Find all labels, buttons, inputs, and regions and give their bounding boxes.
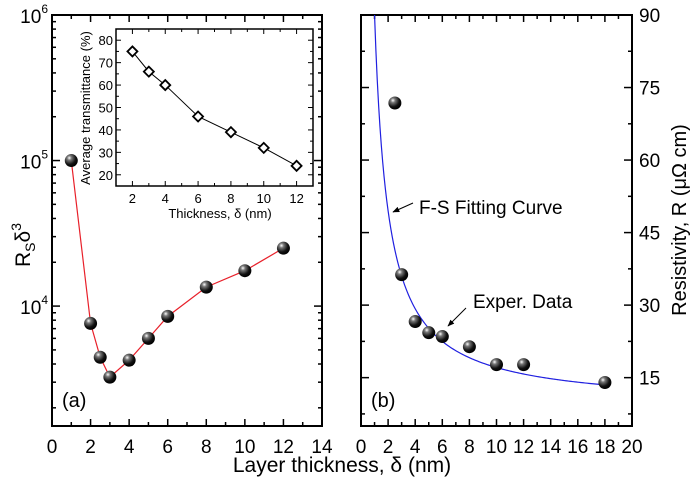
inset-x-tick-label: 8 — [227, 191, 234, 206]
inset-y-tick-label: 60 — [99, 78, 113, 93]
y-tick-label: 104 — [20, 293, 48, 319]
data-point — [422, 326, 436, 340]
inset-x-tick-label: 4 — [162, 191, 169, 206]
x-tick-label: 12 — [273, 437, 294, 458]
annotation-fit-arrow — [392, 202, 414, 213]
data-point — [122, 353, 136, 367]
data-point — [161, 309, 175, 323]
annotation-fit: F-S Fitting Curve — [419, 198, 563, 219]
data-point — [517, 358, 531, 372]
annotation-data: Exper. Data — [473, 292, 573, 313]
inset-frame — [115, 28, 314, 187]
x-tick-label: 18 — [594, 437, 615, 458]
inset-x-tick-label: 12 — [289, 191, 303, 206]
data-point — [84, 316, 98, 330]
x-tick-label: 14 — [540, 437, 562, 458]
x-tick-label: 20 — [621, 437, 642, 458]
inset-y-tick-label: 20 — [99, 168, 113, 183]
inset-data-point — [126, 45, 139, 58]
x-tick-label: 0 — [47, 437, 58, 458]
inset-data-point — [191, 110, 205, 123]
data-point — [64, 154, 78, 168]
x-tick-label: 6 — [162, 437, 173, 458]
x-tick-label: 0 — [356, 437, 367, 458]
inset-y-tick-label: 70 — [99, 56, 113, 71]
x-tick-label: 10 — [234, 437, 255, 458]
inset-data-point — [158, 78, 172, 92]
inset-y-tick-label: 30 — [99, 145, 113, 160]
x-axis-title: Layer thickness, δ (nm) — [233, 454, 451, 477]
y-tick-label: 60 — [639, 151, 660, 172]
data-point — [408, 315, 422, 329]
y-axis-title-right: Resistivity, R (μΩ cm) — [669, 124, 691, 316]
x-tick-label: 2 — [85, 437, 96, 458]
inset-x-tick-label: 2 — [129, 191, 136, 206]
data-point — [490, 358, 503, 372]
inset-y-title: Average transmittance (%) — [78, 31, 93, 185]
data-point — [141, 331, 155, 345]
inset-x-tick-label: 10 — [257, 191, 271, 206]
y-tick-label: 15 — [639, 369, 660, 390]
data-point — [199, 280, 213, 294]
fit-curve — [373, 14, 605, 386]
x-tick-label: 14 — [311, 437, 333, 458]
series-line — [70, 160, 284, 379]
x-tick-label: 16 — [567, 437, 588, 458]
panel-b: 0 2 4 6 8 10 12 14 16 18 20 15 30 45 60 75 90 — [356, 6, 660, 458]
data-point — [395, 268, 409, 282]
inset-x-tick-label: 6 — [194, 191, 201, 206]
data-point — [276, 241, 290, 255]
data-point — [598, 375, 612, 389]
inset-x-title: Thickness, δ (nm) — [168, 206, 271, 221]
y-tick-label: 106 — [20, 2, 48, 28]
x-tick-label: 12 — [513, 437, 534, 458]
y-axis-title-left: RSδ3 — [8, 223, 38, 267]
x-tick-label: 4 — [410, 437, 421, 458]
y-tick-label: 75 — [639, 79, 660, 100]
inset-data-point — [224, 125, 238, 139]
panel-b-label: (b) — [371, 390, 395, 412]
y-tick-label: 30 — [639, 296, 660, 317]
x-tick-label: 8 — [464, 437, 475, 458]
inset-y-tick-label: 80 — [99, 33, 113, 48]
x-tick-label: 6 — [437, 437, 448, 458]
data-point — [238, 264, 252, 278]
data-point — [435, 330, 449, 344]
inset-transmittance: 2 4 6 8 10 12 20 30 40 50 60 70 80 — [99, 28, 314, 206]
inset-y-tick-label: 40 — [99, 123, 113, 138]
annotation-data-arrow — [447, 307, 467, 327]
y-tick-label: 90 — [639, 6, 660, 27]
x-tick-label: 2 — [383, 437, 394, 458]
data-point — [462, 340, 476, 354]
inset-y-tick-label: 50 — [99, 101, 113, 116]
inset-data-point — [257, 141, 271, 155]
svg-text:RSδ3: RSδ3 — [8, 223, 38, 267]
x-tick-label: 4 — [124, 437, 135, 458]
x-tick-label: 10 — [486, 437, 507, 458]
data-point — [388, 96, 402, 110]
data-point — [103, 370, 117, 384]
inset-data-point — [290, 159, 303, 173]
x-tick-label: 8 — [201, 437, 212, 458]
y-tick-label: 105 — [20, 148, 48, 174]
inset-data-point — [142, 65, 156, 78]
data-point — [93, 350, 107, 364]
y-tick-label: 45 — [639, 224, 660, 245]
panel-a-label: (a) — [62, 390, 86, 412]
